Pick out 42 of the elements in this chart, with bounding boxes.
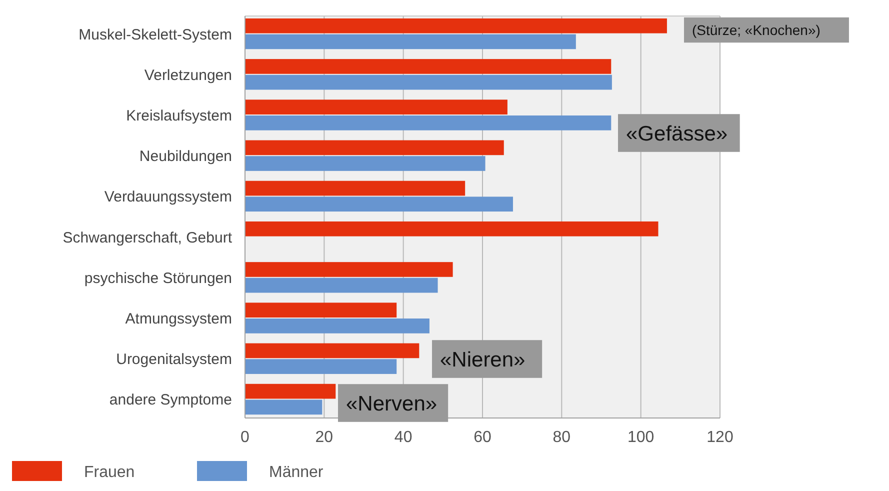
y-tick-label: Neubildungen (139, 148, 232, 166)
x-tick-label: 80 (552, 429, 571, 446)
y-tick-label: Muskel-Skelett-System (78, 26, 232, 44)
y-tick-label: Urogenitalsystem (116, 351, 232, 368)
x-tick-label: 100 (627, 429, 654, 446)
bar (245, 180, 466, 196)
bar (245, 359, 397, 374)
y-tick-label: andere Symptome (109, 392, 232, 409)
y-tick-label: Kreislaufsystem (126, 107, 232, 124)
x-tick-label: 40 (394, 429, 412, 446)
bar (245, 59, 612, 74)
bar (245, 343, 420, 358)
x-tick-label: 20 (315, 429, 334, 446)
bar (245, 302, 397, 318)
bar (245, 262, 453, 277)
legend-label: Frauen (84, 464, 135, 481)
bar (245, 34, 576, 50)
bar (245, 221, 658, 236)
annotation: «Nerven» (346, 392, 438, 416)
x-tick-label: 0 (240, 429, 250, 446)
x-tick-label: 120 (706, 429, 734, 446)
bar (245, 400, 322, 415)
y-tick-label: Schwangerschaft, Geburt (62, 229, 233, 246)
legend-label: Männer (269, 464, 324, 481)
bar (245, 318, 430, 334)
bar (245, 18, 667, 34)
x-tick-label: 60 (474, 429, 492, 446)
bar (245, 384, 336, 399)
annotation: (Stürze; «Knochen») (692, 22, 820, 38)
y-tick-label: Verdauungssystem (104, 188, 232, 206)
bar (245, 100, 508, 114)
bar (245, 74, 612, 90)
bar (245, 156, 486, 171)
annotation: «Nieren» (440, 348, 526, 372)
y-tick-label: Atmungssystem (125, 310, 232, 328)
bar (245, 278, 438, 293)
annotation: «Gefässe» (626, 122, 728, 146)
y-tick-label: Verletzungen (144, 66, 232, 84)
bar (245, 140, 504, 156)
bar (245, 196, 513, 212)
bar (245, 115, 612, 130)
y-tick-label: psychische Störungen (84, 270, 232, 287)
